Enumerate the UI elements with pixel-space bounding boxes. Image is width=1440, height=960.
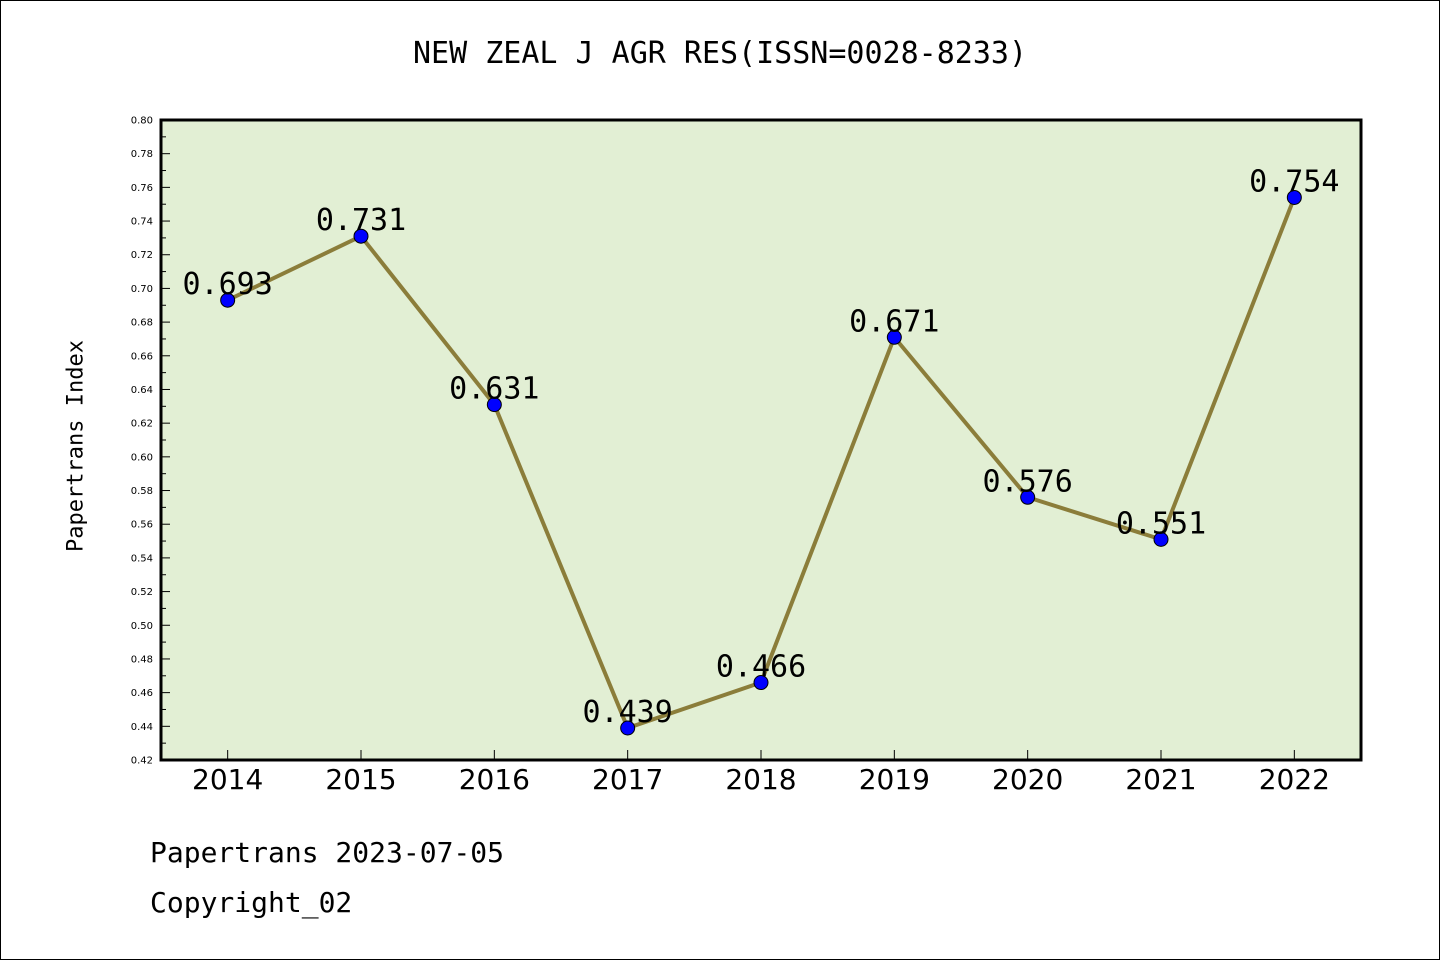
y-tick-label: 0.62 xyxy=(131,419,153,430)
footer-copyright: Copyright_02 xyxy=(150,886,353,919)
y-tick-label: 0.58 xyxy=(131,486,153,497)
y-tick-label: 0.54 xyxy=(131,553,153,564)
data-label: 0.576 xyxy=(983,464,1073,499)
x-tick-label: 2022 xyxy=(1259,763,1330,796)
y-tick-label: 0.70 xyxy=(131,284,153,295)
data-point xyxy=(220,292,236,308)
y-tick-label: 0.46 xyxy=(131,688,153,699)
data-label: 0.466 xyxy=(716,650,806,685)
data-point xyxy=(353,228,369,244)
y-tick-label: 0.56 xyxy=(131,520,153,531)
data-point xyxy=(486,397,502,413)
x-tick-label: 2018 xyxy=(725,763,796,796)
y-tick-label: 0.64 xyxy=(131,385,153,396)
y-tick-label: 0.50 xyxy=(131,621,153,632)
y-tick-label: 0.48 xyxy=(131,654,153,665)
y-tick-label: 0.52 xyxy=(131,587,153,598)
y-tick-label: 0.60 xyxy=(131,452,153,463)
data-point xyxy=(1286,189,1302,205)
x-tick-label: 2017 xyxy=(592,763,663,796)
x-tick-label: 2014 xyxy=(192,763,263,796)
y-tick-label: 0.80 xyxy=(131,116,153,127)
data-label: 0.631 xyxy=(449,372,539,407)
data-label: 0.439 xyxy=(583,695,673,730)
y-tick-label: 0.74 xyxy=(131,217,153,228)
data-point xyxy=(620,720,636,736)
data-label: 0.731 xyxy=(316,203,406,238)
x-tick-label: 2020 xyxy=(992,763,1063,796)
data-label: 0.693 xyxy=(183,267,273,302)
data-label: 0.671 xyxy=(849,304,939,339)
data-label: 0.551 xyxy=(1116,506,1206,541)
footer-date: Papertrans 2023-07-05 xyxy=(150,836,505,869)
y-tick-label: 0.72 xyxy=(131,250,153,261)
y-tick-label: 0.66 xyxy=(131,351,153,362)
data-point xyxy=(1020,489,1036,505)
y-tick-label: 0.42 xyxy=(131,756,153,767)
x-tick-label: 2016 xyxy=(459,763,530,796)
data-point xyxy=(1153,531,1169,547)
data-label: 0.754 xyxy=(1249,164,1339,199)
x-tick-label: 2015 xyxy=(325,763,396,796)
data-point xyxy=(886,329,902,345)
plot-area xyxy=(161,120,1361,760)
data-point xyxy=(753,675,769,691)
x-tick-label: 2021 xyxy=(1125,763,1196,796)
chart-title: NEW ZEAL J AGR RES(ISSN=0028-8233) xyxy=(412,36,1028,71)
y-tick-label: 0.44 xyxy=(131,722,153,733)
y-tick-label: 0.76 xyxy=(131,183,153,194)
y-tick-label: 0.68 xyxy=(131,318,153,329)
y-tick-label: 0.78 xyxy=(131,149,153,160)
plot-border xyxy=(159,118,1363,762)
x-tick-label: 2019 xyxy=(859,763,930,796)
